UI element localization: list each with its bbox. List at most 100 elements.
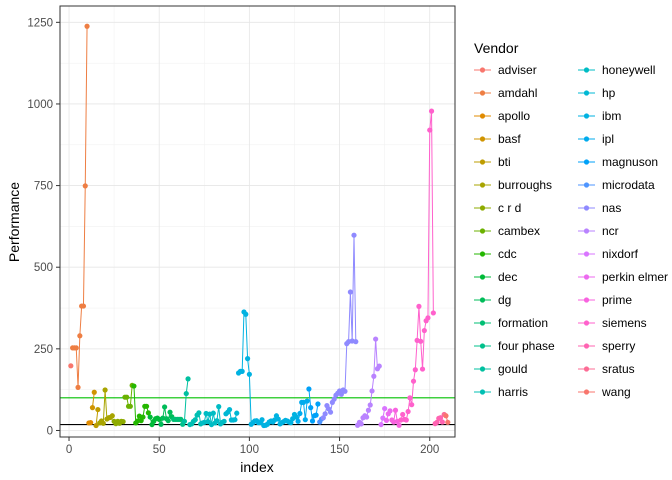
data-point xyxy=(437,415,444,421)
y-axis-title: Performance xyxy=(6,182,22,262)
data-point xyxy=(288,420,294,426)
legend-label: microdata xyxy=(602,178,655,192)
legend-key-point xyxy=(479,274,486,280)
data-point xyxy=(93,422,99,429)
data-point xyxy=(405,408,411,415)
legend-item-perkin-elmer: perkin elmer xyxy=(578,270,668,284)
data-point xyxy=(239,368,245,374)
data-point xyxy=(396,422,402,428)
legend-label: prime xyxy=(602,293,632,307)
series-cdc xyxy=(131,383,151,426)
data-point xyxy=(259,417,265,423)
plot-border xyxy=(59,5,456,438)
data-point xyxy=(143,403,150,409)
series-nixdorf xyxy=(378,405,388,428)
legend-label: wang xyxy=(601,385,631,399)
legend-item-ncr: ncr xyxy=(578,224,619,238)
data-point xyxy=(124,394,130,400)
data-point xyxy=(95,406,101,413)
series-prime xyxy=(389,407,402,428)
series-siemens xyxy=(398,108,436,423)
legend-item-prime: prime xyxy=(578,293,632,307)
legend-item-adviser: adviser xyxy=(474,63,537,77)
legend-label: c r d xyxy=(498,201,521,215)
grid-minor xyxy=(60,6,455,437)
legend-key-point xyxy=(583,205,590,211)
legend-key-point xyxy=(583,136,590,142)
y-tick-label: 250 xyxy=(34,344,53,356)
legend-item-formation: formation xyxy=(474,316,548,330)
legend-key-point xyxy=(479,159,486,165)
data-point xyxy=(358,421,364,427)
legend-item-dg: dg xyxy=(474,293,511,307)
data-point xyxy=(367,402,373,408)
y-tick-label: 1250 xyxy=(27,17,53,29)
data-point xyxy=(210,410,216,416)
data-point xyxy=(232,417,238,423)
data-point xyxy=(158,421,164,427)
legend-item-c-r-d: c r d xyxy=(474,201,521,215)
legend-item-gould: gould xyxy=(474,362,527,376)
data-point xyxy=(102,387,108,393)
legend-key-point xyxy=(583,67,590,73)
legend-item-honeywell: honeywell xyxy=(578,63,655,77)
data-point xyxy=(342,388,348,394)
legend-label: four phase xyxy=(498,339,555,353)
series-ibm xyxy=(235,309,299,429)
legend-label: formation xyxy=(498,316,548,330)
legend-key-point xyxy=(479,90,486,96)
data-point xyxy=(205,419,211,425)
data-point xyxy=(140,414,146,420)
data-point xyxy=(293,414,299,420)
grid-major xyxy=(60,6,455,437)
data-point xyxy=(365,407,372,413)
legend-label: cdc xyxy=(498,247,517,261)
data-point xyxy=(162,404,168,410)
data-point xyxy=(373,336,379,342)
legend-label: dg xyxy=(498,293,511,307)
legend-key-point xyxy=(479,67,486,73)
x-tick-label: 0 xyxy=(66,444,72,456)
data-point xyxy=(226,406,233,413)
legend-label: sratus xyxy=(602,362,635,376)
series-burroughs xyxy=(97,387,115,426)
data-point xyxy=(234,410,240,416)
legend-label: perkin elmer xyxy=(602,270,668,284)
legend-key-point xyxy=(479,343,486,349)
legend-label: bti xyxy=(498,155,511,169)
series-wang xyxy=(443,413,451,425)
legend: Vendor adviser amdahl apollo basf bti burroug… xyxy=(474,40,668,399)
series-gould xyxy=(181,376,191,424)
data-point xyxy=(302,417,308,423)
series-honeywell xyxy=(199,404,227,428)
plot-panel xyxy=(59,5,456,438)
data-point xyxy=(410,378,417,384)
legend-title: Vendor xyxy=(474,40,519,56)
data-point xyxy=(392,407,399,413)
x-tick-label: 150 xyxy=(330,444,349,456)
data-point xyxy=(127,403,133,409)
legend-item-amdahl: amdahl xyxy=(474,86,537,100)
legend-key-point xyxy=(583,159,590,165)
legend-label: ibm xyxy=(602,109,621,123)
legend-item-wang: wang xyxy=(578,385,631,399)
legend-key-point xyxy=(479,320,486,326)
data-point xyxy=(371,373,377,379)
data-point xyxy=(403,417,409,423)
data-point xyxy=(364,414,370,420)
legend-label: hp xyxy=(602,86,616,100)
data-point xyxy=(443,413,449,419)
series-bti xyxy=(93,406,101,429)
x-tick-label: 100 xyxy=(240,444,259,456)
legend-label: ncr xyxy=(602,224,619,238)
legend-key-point xyxy=(583,251,590,257)
data-point xyxy=(131,383,137,389)
data-point xyxy=(425,315,431,321)
data-point xyxy=(145,410,151,416)
legend-key-point xyxy=(479,205,486,211)
x-tick-label: 200 xyxy=(420,444,439,456)
data-point xyxy=(91,389,97,395)
legend-key-point xyxy=(479,389,486,395)
data-point xyxy=(221,418,227,424)
legend-key-point xyxy=(479,228,486,234)
